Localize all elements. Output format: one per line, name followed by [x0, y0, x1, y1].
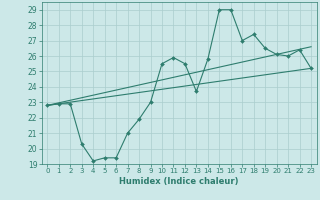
X-axis label: Humidex (Indice chaleur): Humidex (Indice chaleur)	[119, 177, 239, 186]
